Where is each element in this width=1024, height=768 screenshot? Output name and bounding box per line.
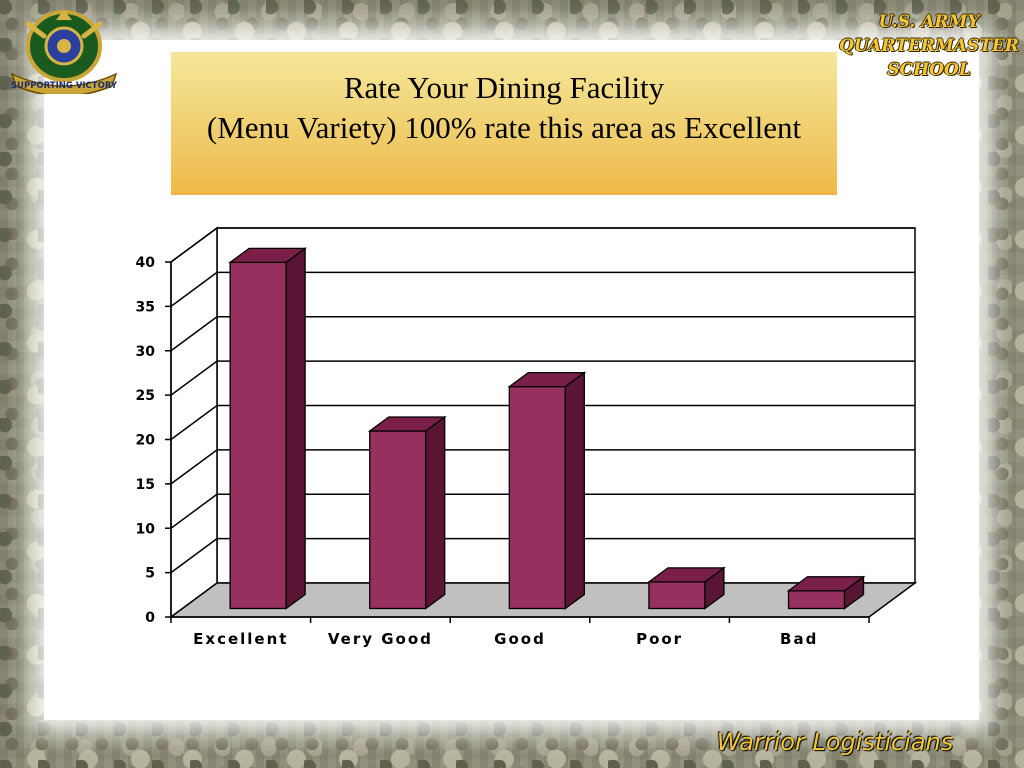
bar-side: [425, 415, 446, 610]
y-tick-label: 0: [145, 610, 155, 626]
school-name-line-3: SCHOOL: [887, 60, 971, 80]
footer-tagline: Warrior Logisticians: [716, 728, 954, 756]
bar-side: [285, 247, 306, 610]
y-axis: 0 5 10 15 20 25 30 35 40: [136, 255, 172, 626]
y-tick-label: 25: [136, 388, 155, 404]
x-axis: Excellent Very Good Good Poor Bad: [170, 616, 870, 648]
school-name-line-2: QUARTERMASTER: [839, 36, 1019, 56]
y-tick-label: 40: [136, 255, 156, 271]
bar-top: [507, 371, 587, 388]
bar-front: [229, 261, 287, 610]
bar: [367, 415, 447, 610]
bar-front: [787, 590, 846, 610]
gridline-side: [170, 404, 218, 441]
bar: [646, 566, 726, 610]
bar-top: [228, 247, 308, 264]
x-tick-label: Good: [494, 630, 546, 648]
chart-title-box: Rate Your Dining Facility (Menu Variety)…: [171, 52, 837, 195]
bar-front: [369, 430, 427, 610]
bar: [507, 371, 587, 610]
y-tick-label: 5: [145, 566, 155, 582]
gridline-side: [170, 538, 218, 574]
gridline-side: [170, 449, 218, 485]
gridline-side: [170, 493, 218, 529]
bar-front: [508, 385, 566, 610]
gridline-side: [170, 271, 218, 307]
x-tick-label: Bad: [780, 630, 818, 648]
chart-subtitle: (Menu Variety) 100% rate this area as Ex…: [206, 110, 802, 145]
y-tick-label: 20: [136, 433, 156, 449]
chart-title: Rate Your Dining Facility: [343, 70, 665, 105]
gridline-side: [170, 360, 218, 396]
gridline-side: [170, 227, 218, 263]
logo-motto: SUPPORTING VICTORY: [11, 81, 118, 91]
bar-top: [646, 567, 726, 583]
bar-top: [367, 416, 447, 432]
school-name-line-1: U.S. ARMY: [878, 12, 980, 32]
gridline-side: [170, 316, 218, 352]
x-tick-label: Poor: [636, 630, 683, 648]
y-tick-label: 10: [136, 521, 156, 537]
bar-front: [648, 581, 706, 610]
y-tick-label: 30: [136, 344, 156, 360]
bar-top: [786, 576, 866, 592]
bar: [786, 575, 866, 610]
bar-side: [564, 371, 585, 610]
quartermaster-insignia-logo: SUPPORTING VICTORY: [10, 10, 118, 94]
y-tick-label: 35: [136, 299, 155, 315]
bar: [228, 247, 308, 610]
x-tick-label: Very Good: [328, 630, 433, 648]
x-tick-label: Excellent: [193, 630, 288, 648]
school-name: U.S. ARMY QUARTERMASTER SCHOOL: [836, 10, 1022, 82]
chart-bars: [228, 247, 866, 610]
y-tick-label: 15: [136, 477, 155, 493]
